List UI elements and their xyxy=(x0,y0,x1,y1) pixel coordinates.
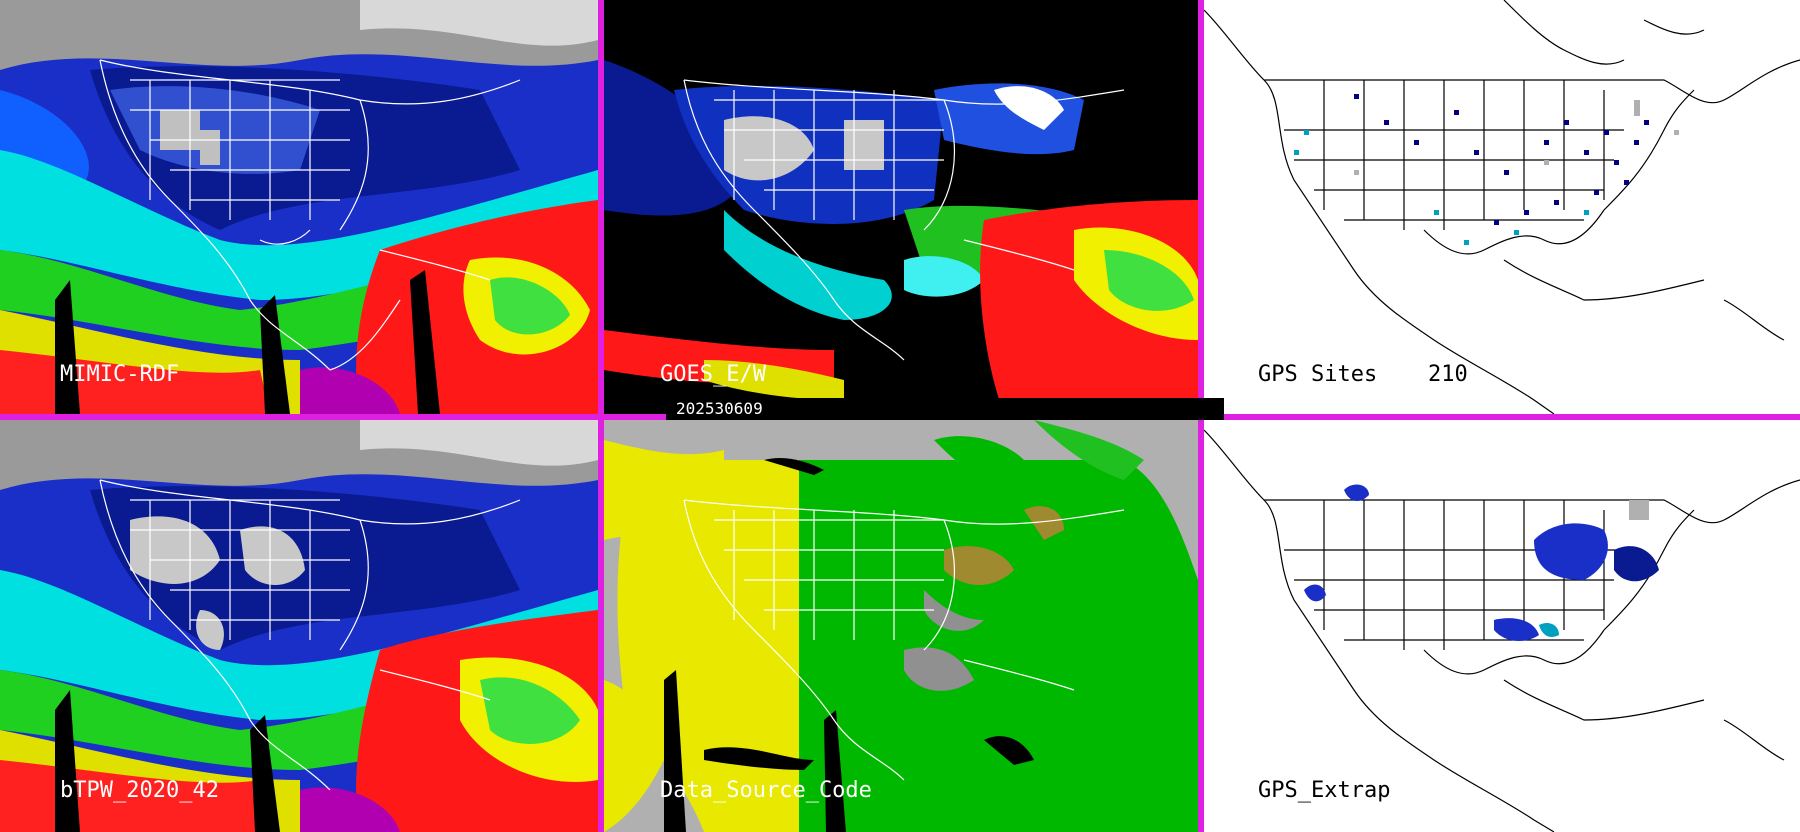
gps-extrap-map xyxy=(1204,420,1800,832)
panel-goes: GOES_E/W xyxy=(604,0,1198,414)
panel-label-btpw: bTPW_2020_42 xyxy=(60,778,219,803)
panel-btpw: bTPW_2020_42 xyxy=(0,420,598,832)
date-stamp: 202530609 xyxy=(666,398,1224,420)
panel-label-gps-extrap: GPS_Extrap xyxy=(1258,778,1391,803)
tpw-map-btpw xyxy=(0,420,598,832)
panel-gps-extrap: GPS_Extrap xyxy=(1204,420,1800,832)
gps-sites-map xyxy=(1204,0,1800,414)
panel-data-source: Data_Source_Code xyxy=(604,420,1198,832)
panel-label-gps-sites: GPS Sites xyxy=(1258,362,1378,387)
panel-label-data-source: Data_Source_Code xyxy=(660,778,872,803)
tpw-map-goes xyxy=(604,0,1198,414)
gps-sites-count: 210 xyxy=(1428,362,1468,387)
panel-label-goes: GOES_E/W xyxy=(660,362,766,387)
tpw-map-mimic xyxy=(0,0,598,414)
panel-label-mimic: MIMIC-RDF xyxy=(60,362,180,387)
panel-mimic-rdf: MIMIC-RDF xyxy=(0,0,598,414)
panel-gps-sites: GPS Sites 210 xyxy=(1204,0,1800,414)
data-source-map xyxy=(604,420,1198,832)
